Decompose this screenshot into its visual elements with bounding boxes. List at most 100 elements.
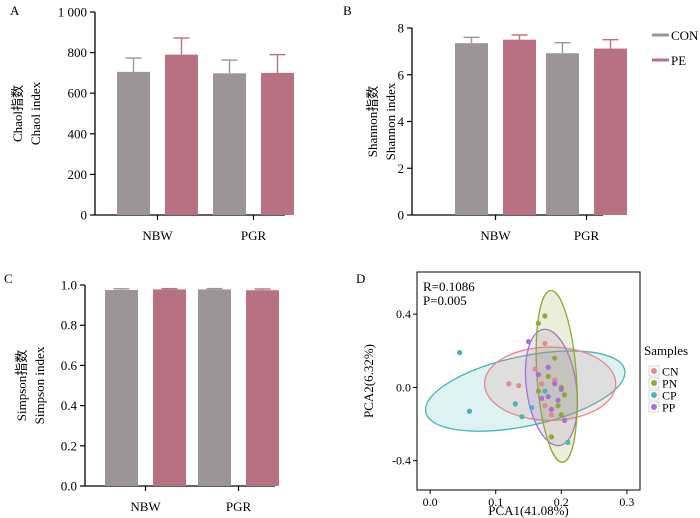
y-tick-label: 200: [68, 167, 88, 182]
y-axis-label: Chaol指数: [10, 85, 25, 142]
point-cn: [506, 381, 512, 387]
y-tick-label: 0.0: [61, 479, 77, 494]
plot-frame: [416, 271, 641, 491]
y-tick-label: 800: [68, 45, 88, 60]
y-tick-label: 0.6: [61, 358, 78, 373]
bar-con-nbw: [105, 290, 138, 486]
legend-title: Samples: [644, 343, 688, 358]
y-tick-label: 0.4: [396, 307, 411, 321]
point-pn: [545, 373, 551, 380]
y-tick-label: 0.4: [61, 398, 78, 413]
point-pp: [539, 395, 545, 402]
panel-c-simpson: C 0.0 0.2 0.4 0.6 0.8 1.0 Simpson指数 Simpson inde…: [4, 271, 279, 514]
x-tick-label: NBW: [142, 228, 173, 243]
ellipse-pp: [524, 328, 579, 447]
point-pp: [552, 381, 558, 387]
point-cp: [542, 388, 548, 394]
bar-pe-nbw: [503, 39, 536, 215]
legend-key-box: [648, 365, 660, 377]
legend-key-box: [648, 377, 660, 389]
x-tick-label: NBW: [130, 499, 161, 514]
annotation-r: R=0.1086: [423, 279, 475, 294]
x-tick-label: 0.3: [619, 495, 634, 509]
y-tick-label: 1 000: [58, 5, 87, 20]
point-pn: [555, 403, 561, 409]
y-axis-label: Shannon指数: [365, 86, 380, 158]
point-cp: [529, 404, 535, 411]
bar-pe-pgr: [246, 290, 279, 486]
panel-a-chaol: A 0 200 400 600 800 1 000 Chaol指数 Chaol index NBW…: [10, 3, 294, 243]
y-axis-label: Shannon index: [383, 82, 398, 160]
panel-letter: D: [356, 271, 365, 286]
y-tick-label: 0.0: [396, 380, 411, 394]
ellipse-cp: [424, 350, 626, 432]
point-pp: [545, 393, 551, 400]
legend-key-box: [648, 401, 660, 413]
bar-pe-nbw: [165, 54, 198, 215]
legend-label-pe: PE: [671, 53, 686, 68]
y-tick-label: 600: [68, 86, 88, 101]
y-axis-label: Simpson指数: [14, 350, 29, 422]
y-tick-label: 0: [81, 208, 88, 223]
y-tick-label: -0.4: [392, 454, 411, 468]
x-tick-label: 0.1: [488, 495, 503, 509]
legend-label-pp: PP: [662, 401, 676, 415]
bar-con-pgr: [198, 289, 231, 486]
point-pp: [561, 417, 568, 423]
x-tick-label: PGR: [226, 499, 252, 514]
point-cp: [565, 439, 571, 445]
point-cn: [532, 366, 538, 372]
bar-con-pgr: [546, 53, 579, 216]
legend-swatch-cn: [651, 368, 657, 374]
panel-letter: A: [10, 3, 20, 18]
x-tick-label: NBW: [480, 228, 511, 243]
x-tick-label: 0.0: [423, 495, 438, 509]
point-pn: [542, 313, 548, 319]
x-tick-label: PGR: [574, 228, 600, 243]
point-cn: [539, 381, 545, 387]
y-tick-label: 0.8: [61, 318, 77, 333]
legend-key-box: [648, 389, 660, 401]
point-pn: [535, 320, 541, 326]
legend-con-pe: CON PE: [652, 28, 699, 68]
panel-d-pca: D 0.0 0.1 0.2 0.3 -0.4 0.0 0.4 PCA1(41.08%) PCA2(…: [356, 271, 688, 518]
point-pn: [561, 392, 568, 398]
point-cp: [466, 408, 473, 414]
point-pp: [525, 339, 532, 345]
y-axis-label: Chaol index: [28, 81, 43, 145]
point-pp: [548, 406, 555, 412]
legend-swatch-pn: [651, 380, 657, 386]
point-pn: [535, 388, 541, 394]
point-cn: [542, 403, 548, 409]
x-tick-label: 0.2: [554, 495, 569, 509]
bar-pe-nbw: [153, 289, 186, 486]
bar-con-nbw: [117, 71, 150, 215]
point-pn: [552, 355, 558, 361]
point-cn: [516, 382, 522, 389]
legend-swatch-cp: [651, 392, 657, 398]
bar-con-pgr: [213, 73, 246, 215]
bar-pe-pgr: [594, 48, 627, 215]
y-tick-label: 8: [398, 21, 405, 36]
point-pp: [535, 371, 541, 378]
point-cn: [548, 412, 555, 418]
y-tick-label: 1.0: [61, 278, 77, 293]
point-cp: [457, 350, 463, 356]
y-tick-label: 2: [398, 161, 405, 176]
annotation-p: P=0.005: [423, 293, 467, 308]
x-tick-label: PGR: [241, 228, 267, 243]
y-axis-label: PCA2(6.32%): [361, 344, 376, 418]
ellipse-cn: [483, 346, 617, 422]
point-pp: [545, 364, 551, 370]
y-tick-label: 4: [398, 114, 405, 129]
point-pn: [548, 434, 555, 440]
y-tick-label: 0.2: [61, 438, 77, 453]
x-axis-label: PCA1(41.08%): [488, 503, 569, 518]
point-cn: [552, 377, 558, 383]
point-pp: [558, 386, 564, 392]
bar-con-nbw: [455, 43, 488, 215]
panel-letter: C: [4, 271, 13, 286]
legend-label-con: CON: [671, 28, 699, 43]
legend-swatch-pp: [651, 404, 657, 410]
